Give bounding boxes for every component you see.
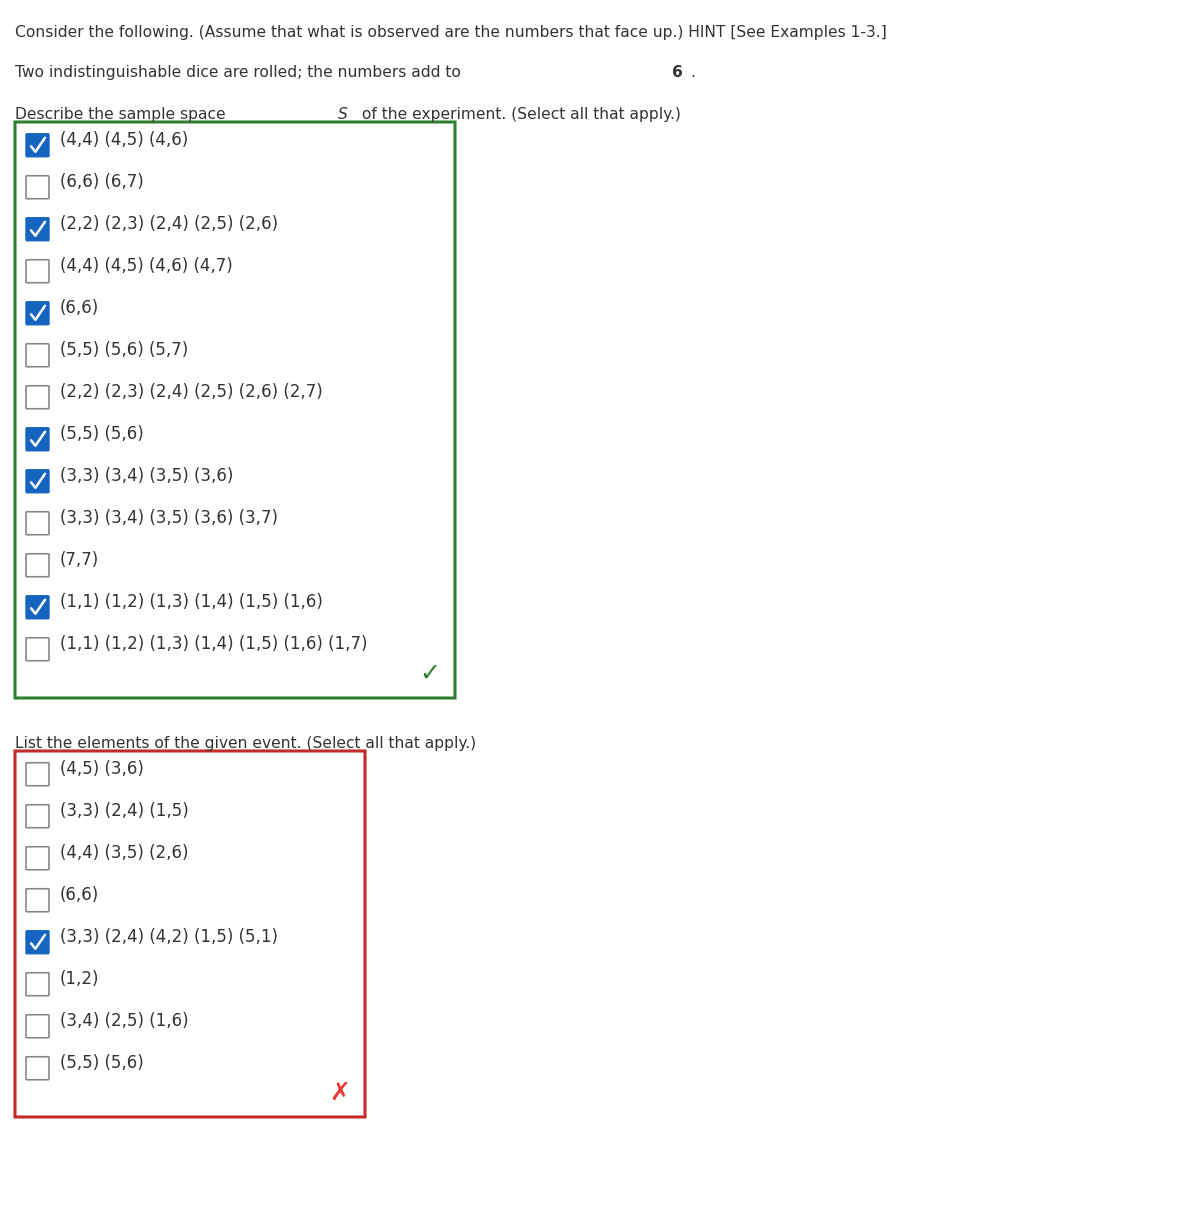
- Text: (3,3) (3,4) (3,5) (3,6) (3,7): (3,3) (3,4) (3,5) (3,6) (3,7): [60, 509, 278, 527]
- FancyBboxPatch shape: [26, 931, 49, 954]
- Text: (2,2) (2,3) (2,4) (2,5) (2,6) (2,7): (2,2) (2,3) (2,4) (2,5) (2,6) (2,7): [60, 383, 323, 401]
- FancyBboxPatch shape: [26, 134, 49, 156]
- Text: List the elements of the given event. (Select all that apply.): List the elements of the given event. (S…: [14, 736, 476, 752]
- FancyBboxPatch shape: [26, 847, 49, 870]
- Text: S: S: [338, 107, 348, 122]
- Text: Describe the sample space: Describe the sample space: [14, 107, 230, 122]
- Text: (1,1) (1,2) (1,3) (1,4) (1,5) (1,6): (1,1) (1,2) (1,3) (1,4) (1,5) (1,6): [60, 593, 323, 611]
- FancyBboxPatch shape: [26, 972, 49, 996]
- Text: (5,5) (5,6): (5,5) (5,6): [60, 1054, 144, 1072]
- FancyBboxPatch shape: [26, 511, 49, 534]
- Text: (4,4) (4,5) (4,6) (4,7): (4,4) (4,5) (4,6) (4,7): [60, 257, 233, 275]
- FancyBboxPatch shape: [14, 752, 365, 1118]
- Text: (7,7): (7,7): [60, 551, 100, 569]
- Text: .: .: [690, 65, 695, 81]
- FancyBboxPatch shape: [26, 470, 49, 493]
- Text: (4,4) (3,5) (2,6): (4,4) (3,5) (2,6): [60, 844, 188, 863]
- Text: (4,4) (4,5) (4,6): (4,4) (4,5) (4,6): [60, 131, 188, 149]
- Text: (5,5) (5,6) (5,7): (5,5) (5,6) (5,7): [60, 342, 188, 359]
- FancyBboxPatch shape: [26, 554, 49, 577]
- Text: (4,5) (3,6): (4,5) (3,6): [60, 760, 144, 778]
- Text: (6,6): (6,6): [60, 299, 100, 317]
- Text: Two indistinguishable dice are rolled; the numbers add to: Two indistinguishable dice are rolled; t…: [14, 65, 466, 81]
- FancyBboxPatch shape: [26, 762, 49, 786]
- FancyBboxPatch shape: [26, 638, 49, 661]
- FancyBboxPatch shape: [26, 344, 49, 367]
- Text: (6,6): (6,6): [60, 886, 100, 904]
- FancyBboxPatch shape: [26, 1015, 49, 1038]
- Text: ✗: ✗: [330, 1081, 350, 1105]
- Text: (2,2) (2,3) (2,4) (2,5) (2,6): (2,2) (2,3) (2,4) (2,5) (2,6): [60, 215, 278, 233]
- Text: (3,3) (3,4) (3,5) (3,6): (3,3) (3,4) (3,5) (3,6): [60, 467, 233, 486]
- Text: (1,2): (1,2): [60, 970, 100, 988]
- Text: Consider the following. (Assume that what is observed are the numbers that face : Consider the following. (Assume that wha…: [14, 24, 887, 40]
- Text: (3,3) (2,4) (1,5): (3,3) (2,4) (1,5): [60, 802, 188, 820]
- FancyBboxPatch shape: [26, 217, 49, 240]
- FancyBboxPatch shape: [26, 428, 49, 450]
- FancyBboxPatch shape: [26, 595, 49, 619]
- FancyBboxPatch shape: [26, 1057, 49, 1080]
- FancyBboxPatch shape: [26, 301, 49, 325]
- FancyBboxPatch shape: [26, 888, 49, 911]
- Text: (3,3) (2,4) (4,2) (1,5) (5,1): (3,3) (2,4) (4,2) (1,5) (5,1): [60, 928, 278, 946]
- Text: (3,4) (2,5) (1,6): (3,4) (2,5) (1,6): [60, 1013, 188, 1030]
- FancyBboxPatch shape: [26, 260, 49, 283]
- FancyBboxPatch shape: [26, 805, 49, 827]
- FancyBboxPatch shape: [26, 386, 49, 409]
- FancyBboxPatch shape: [26, 176, 49, 199]
- Text: (6,6) (6,7): (6,6) (6,7): [60, 173, 144, 192]
- Text: (1,1) (1,2) (1,3) (1,4) (1,5) (1,6) (1,7): (1,1) (1,2) (1,3) (1,4) (1,5) (1,6) (1,7…: [60, 634, 367, 653]
- Text: 6: 6: [672, 65, 683, 81]
- Text: (5,5) (5,6): (5,5) (5,6): [60, 425, 144, 443]
- FancyBboxPatch shape: [14, 122, 455, 698]
- Text: of the experiment. (Select all that apply.): of the experiment. (Select all that appl…: [358, 107, 680, 122]
- Text: ✓: ✓: [420, 662, 440, 686]
